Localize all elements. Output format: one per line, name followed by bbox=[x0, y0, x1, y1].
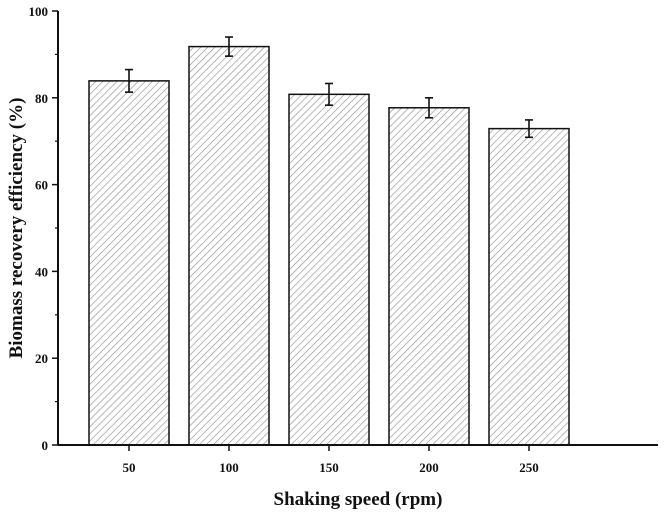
error-bar-50 bbox=[125, 68, 133, 93]
bar-50 bbox=[88, 80, 170, 446]
x-tick-label: 100 bbox=[219, 460, 239, 475]
error-bar-100 bbox=[225, 36, 233, 57]
bar-100 bbox=[188, 45, 270, 446]
bar-150 bbox=[288, 93, 370, 446]
y-tick-label: 60 bbox=[35, 178, 48, 193]
x-axis-label: Shaking speed (rpm) bbox=[274, 489, 443, 510]
y-tick-label: 40 bbox=[35, 264, 48, 279]
error-bar-150 bbox=[325, 82, 333, 106]
x-tick-label: 50 bbox=[123, 460, 136, 475]
y-tick-label: 80 bbox=[35, 91, 48, 106]
y-tick-label: 100 bbox=[29, 4, 49, 19]
y-tick-label: 0 bbox=[42, 438, 49, 453]
y-tick-label: 20 bbox=[35, 351, 48, 366]
bar-200 bbox=[388, 107, 470, 446]
x-tick-label: 150 bbox=[319, 460, 339, 475]
error-bar-200 bbox=[425, 97, 433, 119]
bar-250 bbox=[488, 127, 570, 446]
x-tick-label: 250 bbox=[519, 460, 539, 475]
x-tick-label: 200 bbox=[419, 460, 439, 475]
y-axis-label: Biomass recovery efficiency (%) bbox=[6, 98, 27, 359]
error-bar-250 bbox=[525, 119, 533, 139]
